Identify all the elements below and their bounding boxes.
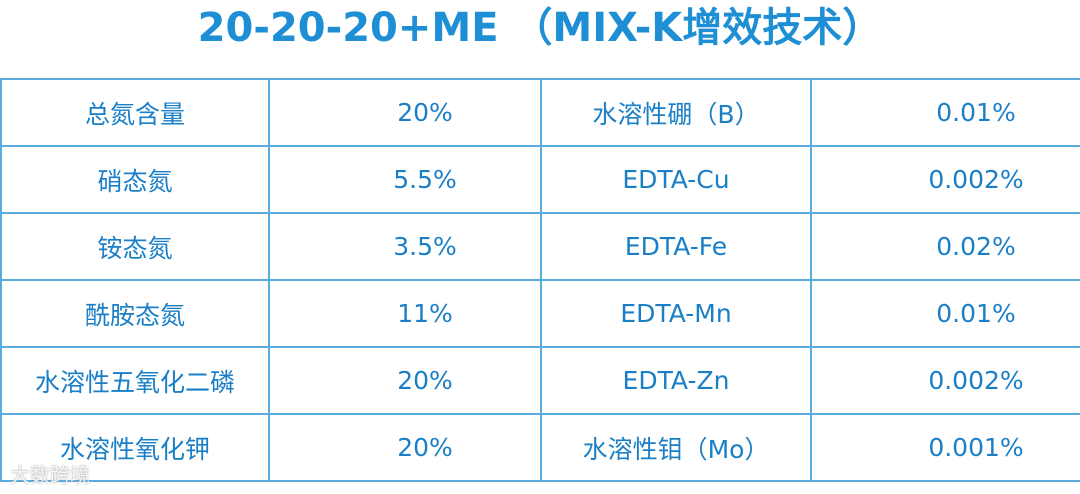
table-row: 总氮含量 20% 水溶性硼（B） 0.01% [0, 78, 1080, 147]
table-cell: EDTA-Mn [540, 279, 812, 348]
table-row: 硝态氮 5.5% EDTA-Cu 0.002% [0, 145, 1080, 214]
table-cell: EDTA-Fe [540, 212, 812, 281]
table-cell: 0.01% [810, 78, 1080, 147]
table-cell: EDTA-Zn [540, 346, 812, 415]
table-cell: 20% [268, 346, 542, 415]
spec-table: 总氮含量 20% 水溶性硼（B） 0.01% 硝态氮 5.5% EDTA-Cu 0.002% 铵… [0, 78, 1080, 482]
table-row: 水溶性氧化钾 20% 水溶性钼（Mo） 0.001% [0, 413, 1080, 482]
table-cell: 5.5% [268, 145, 542, 214]
table-cell: 水溶性钼（Mo） [540, 413, 812, 482]
table-row: 酰胺态氮 11% EDTA-Mn 0.01% [0, 279, 1080, 348]
watermark: 大数跨境 [10, 463, 90, 487]
table-cell: EDTA-Cu [540, 145, 812, 214]
table-cell: 0.001% [810, 413, 1080, 482]
table-cell: 硝态氮 [0, 145, 270, 214]
table-cell: 3.5% [268, 212, 542, 281]
table-cell: 总氮含量 [0, 78, 270, 147]
table-cell: 0.002% [810, 346, 1080, 415]
table-cell: 酰胺态氮 [0, 279, 270, 348]
table-cell: 水溶性氧化钾 [0, 413, 270, 482]
table-row: 铵态氮 3.5% EDTA-Fe 0.02% [0, 212, 1080, 281]
table-cell: 0.002% [810, 145, 1080, 214]
table-cell: 铵态氮 [0, 212, 270, 281]
table-cell: 20% [268, 413, 542, 482]
table-cell: 11% [268, 279, 542, 348]
table-cell: 0.02% [810, 212, 1080, 281]
table-cell: 水溶性硼（B） [540, 78, 812, 147]
table-cell: 20% [268, 78, 542, 147]
table-cell: 0.01% [810, 279, 1080, 348]
title: 20-20-20+ME （MIX-K增效技术） [197, 5, 883, 51]
table-cell: 水溶性五氧化二磷 [0, 346, 270, 415]
table-row: 水溶性五氧化二磷 20% EDTA-Zn 0.002% [0, 346, 1080, 415]
